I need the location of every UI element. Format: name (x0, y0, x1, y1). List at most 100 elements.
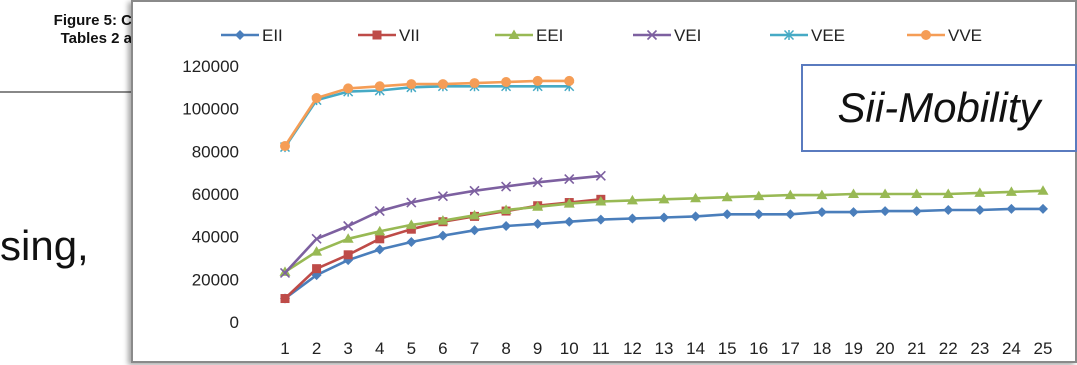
x-tick-label: 16 (749, 339, 768, 358)
data-point-eei (816, 189, 828, 200)
data-point-vve (501, 77, 512, 87)
legend-marker-vee (783, 29, 795, 41)
data-point-eii (785, 209, 796, 220)
data-point-eei (911, 188, 923, 198)
y-tick-label: 20000 (192, 270, 239, 289)
caption-divider (0, 91, 140, 93)
legend-label-eei: EEI (536, 26, 563, 45)
x-tick-label: 17 (781, 339, 800, 358)
x-tick-label: 12 (623, 339, 642, 358)
x-tick-label: 6 (438, 339, 447, 358)
legend-label-vii: VII (399, 26, 420, 45)
data-point-vei (595, 170, 606, 181)
data-point-eei (626, 194, 638, 205)
data-point-eii (374, 244, 385, 255)
x-tick-label: 15 (718, 339, 737, 358)
data-point-vei (311, 233, 322, 244)
legend-label-eii: EII (262, 26, 283, 45)
data-point-eii (501, 221, 512, 231)
data-point-eii (627, 213, 638, 224)
x-tick-label: 23 (970, 339, 989, 358)
data-point-vve (564, 75, 575, 86)
x-tick-label: 11 (592, 339, 610, 358)
data-point-vei (501, 181, 512, 192)
data-point-vei (532, 177, 543, 188)
data-point-vei (564, 174, 575, 185)
data-point-eei (469, 209, 480, 220)
y-tick-label: 100000 (182, 100, 239, 119)
y-tick-label: 120000 (182, 57, 239, 76)
legend-marker-vve (921, 30, 931, 40)
x-tick-label: 4 (375, 339, 384, 358)
x-tick-label: 9 (533, 339, 542, 358)
data-point-eei (342, 233, 354, 243)
legend-marker-eii (235, 30, 245, 40)
data-point-eei (879, 188, 891, 198)
data-point-vve (311, 93, 322, 103)
data-point-eii (848, 207, 859, 218)
data-point-vei (279, 267, 291, 278)
data-point-vei (437, 191, 448, 202)
y-tick-label: 40000 (192, 228, 239, 247)
data-point-vei (469, 185, 480, 196)
series-line-vee (283, 85, 570, 148)
legend-label-vve: VVE (948, 26, 982, 45)
chart-panel: 0 20000 40000 60000 80000 100000 120000 1 2 3 4 5 6 7… (131, 0, 1077, 363)
data-point-eii (722, 209, 733, 220)
legend-label-vee: VEE (811, 26, 845, 45)
data-point-vve (374, 81, 385, 92)
x-tick-label: 20 (876, 339, 895, 358)
x-tick-label: 2 (312, 339, 321, 358)
data-point-eei (437, 215, 449, 225)
data-point-vve (437, 79, 448, 90)
x-tick-label: 19 (844, 339, 863, 358)
data-point-eii (880, 206, 891, 217)
data-point-eii (469, 225, 480, 236)
side-text-fragment: sing, (0, 222, 89, 269)
data-point-eei (942, 188, 954, 198)
data-point-eei (974, 187, 986, 197)
legend-marker-eei (508, 29, 520, 39)
series-line-vve (283, 79, 570, 147)
watermark-text: Sii-Mobility (837, 84, 1041, 131)
data-point-eii (595, 214, 606, 225)
x-tick-label: 10 (560, 339, 579, 358)
x-tick-label: 7 (470, 339, 479, 358)
y-tick-label: 60000 (192, 185, 239, 204)
data-point-vve (406, 79, 417, 90)
data-point-eei (690, 192, 702, 203)
data-point-eii (1006, 203, 1017, 214)
data-point-eii (911, 206, 922, 217)
x-tick-label: 8 (501, 339, 510, 358)
x-tick-label: 25 (1034, 339, 1053, 358)
data-point-vve (532, 75, 543, 86)
data-point-eei (1037, 185, 1049, 195)
x-tick-label: 18 (812, 339, 831, 358)
y-tick-label: 80000 (192, 142, 239, 161)
watermark-box: Sii-Mobility (801, 64, 1077, 152)
data-point-eii (532, 218, 543, 229)
data-point-eei (405, 219, 417, 229)
data-point-eii (659, 212, 669, 223)
data-point-vei (374, 206, 385, 217)
data-point-vei (343, 220, 354, 232)
data-point-vve (343, 83, 354, 94)
data-point-eei (784, 189, 796, 200)
data-point-vii (406, 224, 416, 234)
data-point-vve (280, 141, 290, 151)
data-point-eei (374, 225, 386, 236)
data-point-eii (437, 230, 448, 241)
data-point-eei (658, 193, 670, 204)
x-tick-label: 21 (907, 339, 926, 358)
data-point-eii (1038, 203, 1048, 214)
series-line-vii (284, 198, 601, 300)
x-tick-label: 5 (407, 339, 416, 358)
x-tick-label: 13 (655, 339, 674, 358)
data-point-eei (563, 198, 575, 208)
data-point-eei (848, 188, 859, 198)
figure-caption-line-1: Figure 5: C (53, 12, 132, 29)
x-tick-label: 14 (686, 339, 705, 358)
data-point-vii (312, 264, 322, 274)
data-point-eii (406, 237, 417, 247)
